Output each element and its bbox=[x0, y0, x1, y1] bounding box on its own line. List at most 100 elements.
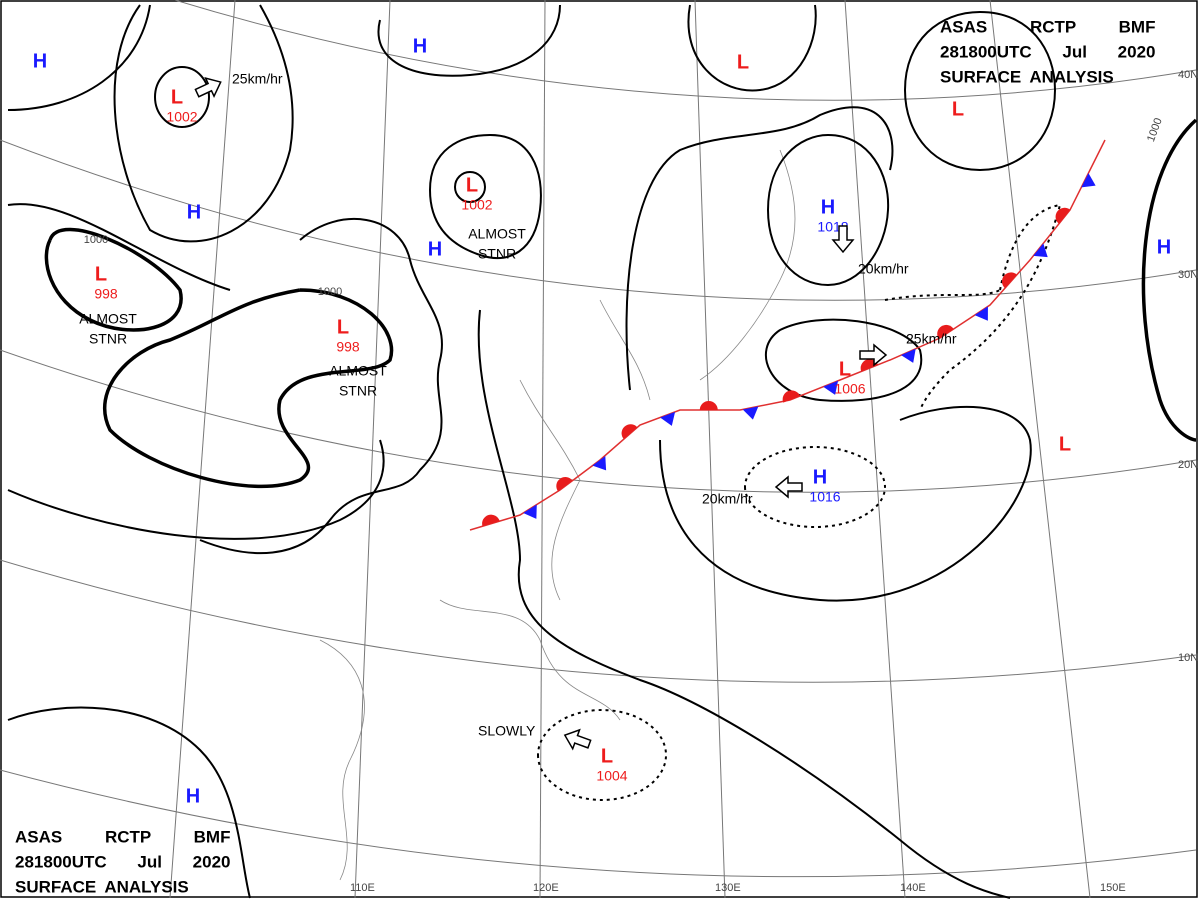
isobar bbox=[44, 227, 183, 332]
isobar bbox=[7, 4, 151, 111]
latitude-label: 20N bbox=[1178, 459, 1198, 471]
cold-symbol bbox=[1081, 173, 1096, 188]
motion-label: 25km/hr bbox=[906, 331, 957, 347]
system-letter: L bbox=[601, 745, 613, 767]
isobar bbox=[7, 203, 231, 291]
longitude-label: 110E bbox=[350, 882, 375, 894]
isobars bbox=[7, 4, 1198, 899]
grid-line bbox=[0, 559, 1197, 683]
motion-label: SLOWLY bbox=[478, 723, 536, 739]
isobar bbox=[102, 288, 394, 489]
isobar bbox=[113, 4, 294, 243]
system-letter: H bbox=[186, 785, 200, 807]
isobar bbox=[7, 439, 385, 540]
note-label: STNR bbox=[339, 383, 377, 399]
graticule bbox=[0, 0, 1197, 899]
isobar bbox=[764, 318, 923, 402]
grid-line bbox=[173, 0, 1197, 101]
isobar bbox=[919, 203, 1062, 411]
system-letter: H bbox=[33, 50, 47, 72]
isobar bbox=[659, 405, 1032, 602]
longitude-label: 150E bbox=[1100, 882, 1126, 894]
central-pressure: 998 bbox=[336, 339, 360, 355]
coastline bbox=[519, 379, 581, 601]
motion-arrow bbox=[859, 343, 888, 367]
note-label: ALMOST bbox=[79, 311, 137, 327]
header-line: ASAS RCTP BMF bbox=[940, 17, 1155, 36]
coastline bbox=[319, 639, 365, 881]
grid-line bbox=[989, 0, 1091, 899]
isobar bbox=[377, 4, 561, 77]
warm-symbol bbox=[699, 401, 718, 410]
motion-arrow bbox=[774, 475, 803, 499]
system-letter: L bbox=[952, 98, 964, 120]
central-pressure: 1016 bbox=[809, 489, 840, 505]
system-letter: L bbox=[1059, 433, 1071, 455]
front bbox=[469, 139, 1106, 531]
longitude-label: 140E bbox=[900, 882, 926, 894]
grid-line bbox=[539, 0, 546, 899]
system-letter: L bbox=[95, 263, 107, 285]
cold-symbol bbox=[1033, 243, 1048, 258]
note-label: STNR bbox=[478, 246, 516, 262]
system-letter: L bbox=[737, 51, 749, 73]
header-line: SURFACE ANALYSIS bbox=[940, 67, 1114, 86]
isobar bbox=[429, 133, 542, 259]
system-letter: H bbox=[428, 238, 442, 260]
isobar bbox=[7, 706, 251, 899]
coastline bbox=[599, 299, 651, 401]
grid-line bbox=[0, 769, 1197, 878]
system-letter: L bbox=[466, 174, 478, 196]
central-pressure: 1002 bbox=[166, 109, 197, 125]
warm-symbol bbox=[1055, 207, 1071, 224]
longitude-label: 130E bbox=[715, 882, 741, 894]
central-pressure: 1006 bbox=[834, 381, 865, 397]
isobar bbox=[744, 446, 887, 528]
motion-arrow bbox=[831, 225, 855, 254]
isobar bbox=[767, 133, 890, 287]
cold-symbol bbox=[823, 380, 839, 395]
header-line: 281800UTC Jul 2020 bbox=[940, 42, 1156, 61]
warm-symbol bbox=[937, 324, 954, 339]
warm-symbol bbox=[482, 514, 500, 527]
cold-symbol bbox=[660, 411, 676, 426]
cold-symbol bbox=[901, 348, 916, 363]
header-line: 281800UTC Jul 2020 bbox=[15, 852, 231, 871]
header-line: ASAS RCTP BMF bbox=[15, 827, 230, 846]
grid-line bbox=[694, 0, 726, 899]
grid-line bbox=[169, 0, 236, 899]
cold-symbol bbox=[592, 456, 607, 471]
system-letter: H bbox=[413, 35, 427, 57]
warm-symbol bbox=[621, 424, 638, 440]
header-line: SURFACE ANALYSIS bbox=[15, 877, 189, 896]
coastline bbox=[439, 599, 621, 721]
isobar bbox=[477, 309, 1011, 899]
map-frame bbox=[0, 0, 1198, 898]
isobar bbox=[537, 709, 668, 801]
system-letter: L bbox=[337, 316, 349, 338]
grid-line bbox=[0, 349, 1197, 493]
system-letter: L bbox=[839, 358, 851, 380]
system-letter: H bbox=[187, 201, 201, 223]
isobar bbox=[154, 66, 211, 128]
latitude-label: 30N bbox=[1178, 269, 1198, 281]
isobar-label: 1000 bbox=[318, 286, 342, 298]
note-label: ALMOST bbox=[468, 226, 526, 242]
note-label: STNR bbox=[89, 331, 127, 347]
central-pressure: 1002 bbox=[461, 197, 492, 213]
note-label: ALMOST bbox=[329, 363, 387, 379]
longitude-label: 120E bbox=[533, 882, 559, 894]
isobar-label: 1000 bbox=[84, 234, 108, 246]
isobar bbox=[625, 106, 894, 391]
central-pressure: 998 bbox=[94, 286, 118, 302]
isobar bbox=[1141, 118, 1198, 442]
cold-symbol bbox=[742, 406, 759, 420]
motion-label: 20km/hr bbox=[858, 261, 909, 277]
system-letter: H bbox=[1157, 236, 1171, 258]
grid-line bbox=[354, 0, 391, 899]
warm-symbol bbox=[556, 477, 573, 492]
isobar bbox=[199, 218, 443, 555]
latitude-label: 10N bbox=[1178, 652, 1198, 664]
latitude-label: 40N bbox=[1178, 69, 1198, 81]
